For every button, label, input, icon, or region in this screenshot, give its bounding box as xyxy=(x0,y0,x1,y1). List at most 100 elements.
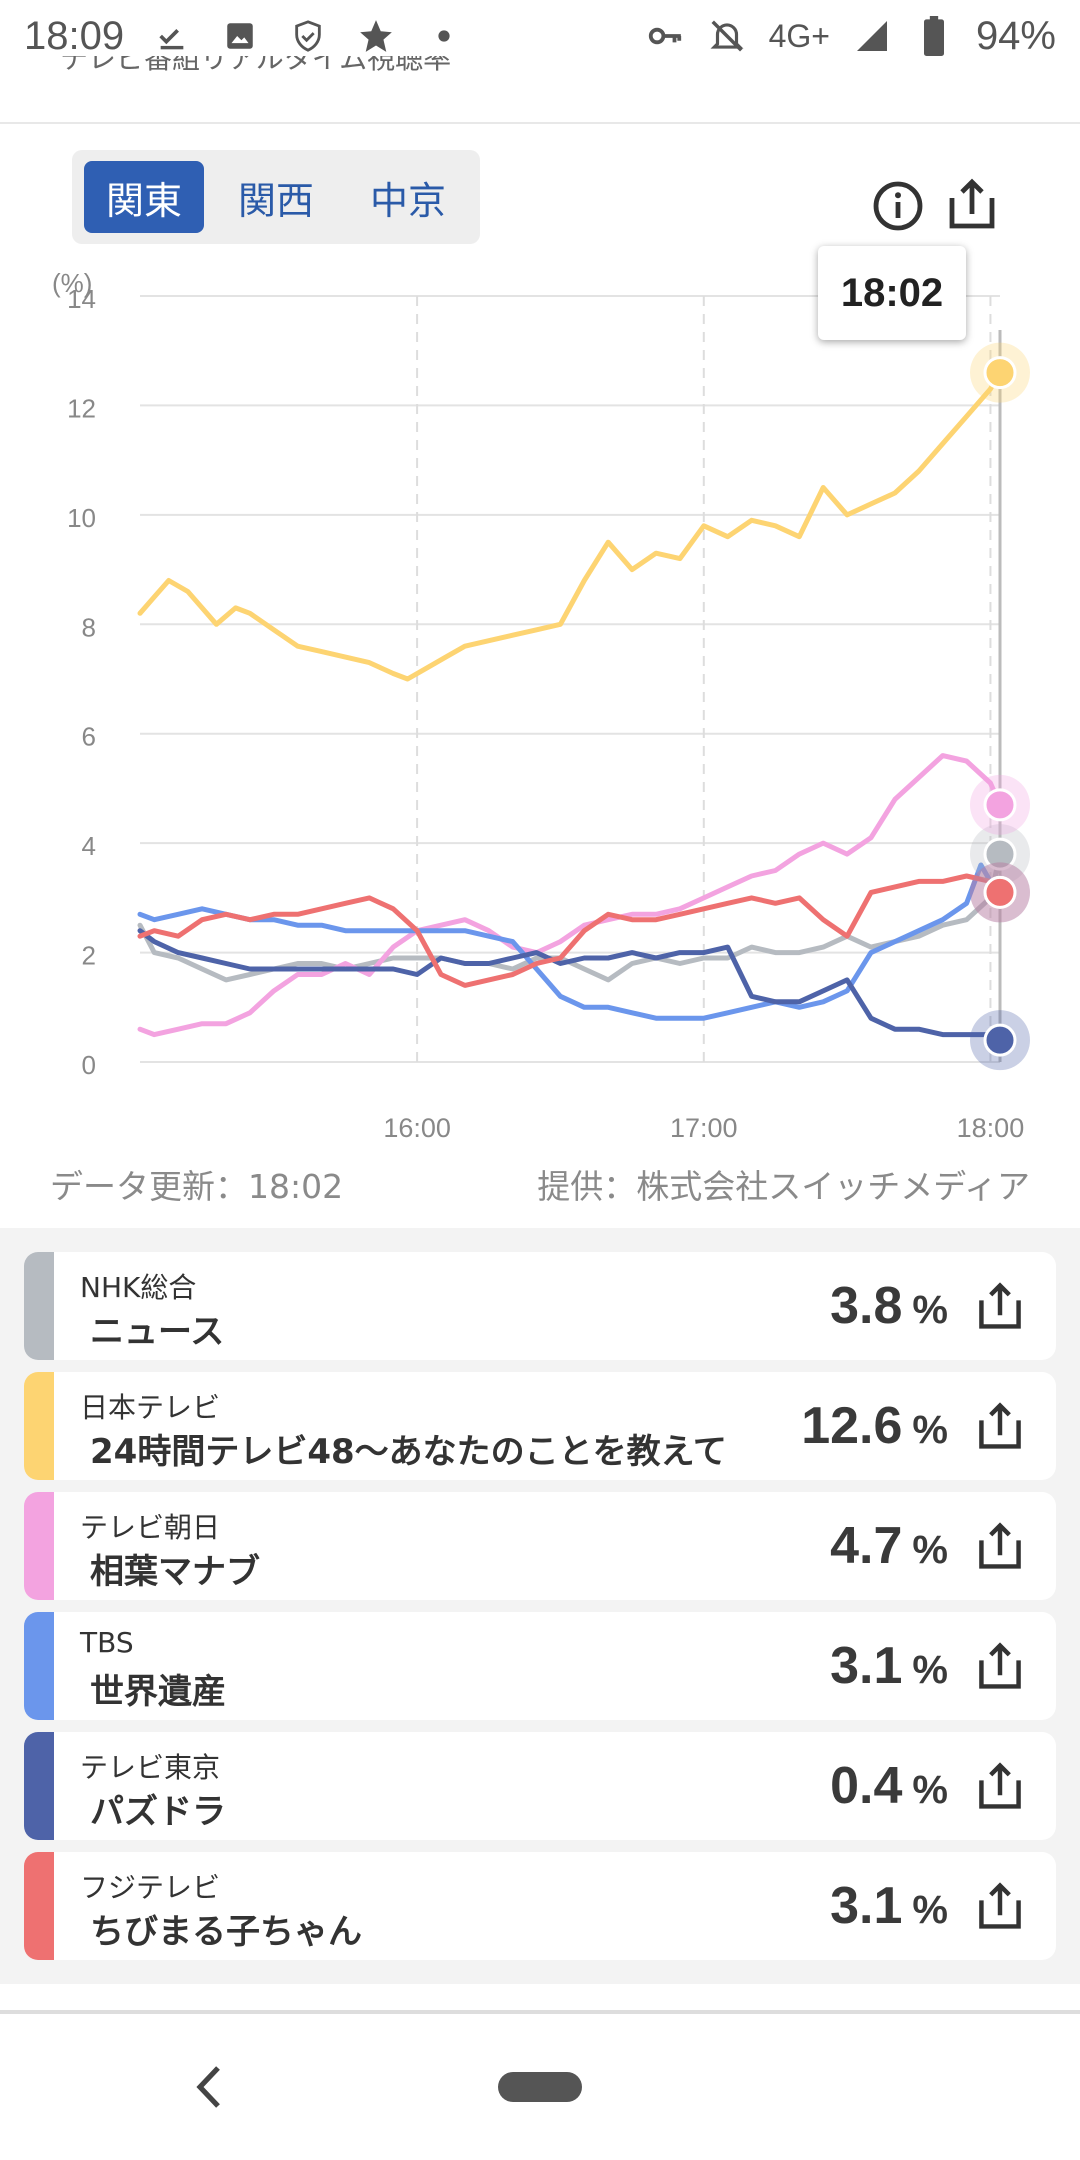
info-icon[interactable] xyxy=(872,180,924,232)
channel-name: TBS xyxy=(80,1626,134,1659)
rating-value: 3.8 xyxy=(830,1277,903,1335)
star-icon xyxy=(356,16,396,56)
signal-icon xyxy=(852,16,892,56)
divider xyxy=(0,122,1080,124)
program-name: パズドラ xyxy=(90,1792,226,1832)
x-tick-label: 16:00 xyxy=(383,1113,451,1143)
channel-color-bar xyxy=(24,1852,54,1960)
page-subtitle: テレビ番組リアルタイム視聴率 xyxy=(60,56,452,75)
program-name: 相葉マナブ xyxy=(90,1552,260,1592)
provider-text: 提供：株式会社スイッチメディア xyxy=(537,1167,1030,1206)
key-icon xyxy=(645,16,685,56)
region-tabs: 関東 関西 中京 xyxy=(72,150,480,244)
chart-tooltip: 18:02 xyxy=(818,246,966,340)
rating: 4.7% xyxy=(830,1516,948,1576)
rating: 12.6% xyxy=(801,1396,948,1456)
channel-color-bar xyxy=(24,1252,54,1360)
data-point xyxy=(983,1023,1017,1057)
tab-chukyo[interactable]: 中京 xyxy=(369,178,446,223)
channel-name: テレビ朝日 xyxy=(80,1511,221,1544)
series-line xyxy=(137,862,1003,1021)
bell-off-icon xyxy=(707,16,747,56)
share-icon[interactable] xyxy=(974,1880,1026,1932)
program-name: ニュース xyxy=(90,1312,225,1352)
series-line xyxy=(137,873,1003,988)
rating-unit: % xyxy=(912,1768,948,1812)
program-name: 24時間テレビ48〜あなたのことを教えて xyxy=(90,1432,727,1472)
channel-name: 日本テレビ xyxy=(80,1391,221,1424)
rating-unit: % xyxy=(912,1648,948,1692)
rating-value: 4.7 xyxy=(830,1517,903,1575)
program-name: ちびまる子ちゃん xyxy=(90,1912,362,1952)
status-bar: 18:09 4G+ 94% xyxy=(0,0,1080,72)
y-tick-label: 4 xyxy=(82,831,96,861)
channel-color-bar xyxy=(24,1492,54,1600)
tab-kanto[interactable]: 関東 xyxy=(84,161,204,233)
y-tick-label: 0 xyxy=(82,1050,96,1080)
tab-kansai[interactable]: 関西 xyxy=(237,178,314,223)
rating: 0.4% xyxy=(830,1756,948,1816)
channel-list: NHK総合 ニュース 3.8% 日本テレビ 24時間テレビ48〜あなたのことを教… xyxy=(0,1228,1080,1984)
status-left: 18:09 xyxy=(24,14,464,59)
data-point xyxy=(983,875,1017,909)
rating-unit: % xyxy=(912,1888,948,1932)
channel-card[interactable]: TBS 世界遺産 3.1% xyxy=(24,1612,1056,1720)
share-icon[interactable] xyxy=(974,1760,1026,1812)
image-icon xyxy=(220,16,260,56)
download-done-icon xyxy=(152,16,192,56)
y-tick-label: 10 xyxy=(67,503,96,533)
channel-color-bar xyxy=(24,1372,54,1480)
status-right: 4G+ 94% xyxy=(645,14,1056,59)
channel-color-bar xyxy=(24,1612,54,1720)
back-icon[interactable] xyxy=(190,2062,230,2112)
rating-value: 12.6 xyxy=(801,1397,903,1455)
channel-card[interactable]: 日本テレビ 24時間テレビ48〜あなたのことを教えて 12.6% xyxy=(24,1372,1056,1480)
channel-name: NHK総合 xyxy=(80,1271,197,1304)
network-type: 4G+ xyxy=(768,17,830,54)
y-tick-label: 12 xyxy=(67,393,96,423)
home-pill[interactable] xyxy=(498,2072,582,2102)
program-name: 世界遺産 xyxy=(90,1672,226,1712)
share-icon[interactable] xyxy=(974,1280,1026,1332)
share-icon[interactable] xyxy=(974,1640,1026,1692)
channel-color-bar xyxy=(24,1732,54,1840)
channel-card[interactable]: テレビ東京 パズドラ 0.4% xyxy=(24,1732,1056,1840)
rating-value: 3.1 xyxy=(830,1637,903,1695)
battery-percent: 94% xyxy=(975,13,1056,58)
data-point xyxy=(983,788,1017,822)
dot-icon xyxy=(424,16,464,56)
x-tick-label: 17:00 xyxy=(670,1113,738,1143)
channel-name: テレビ東京 xyxy=(80,1751,221,1784)
rating-unit: % xyxy=(912,1408,948,1452)
rating-unit: % xyxy=(912,1288,948,1332)
battery-icon xyxy=(914,16,954,56)
ratings-chart: 0 2 4 6 8 10 12 14(%) 16:00 17:00 18:00 xyxy=(52,268,1030,1143)
status-time: 18:09 xyxy=(24,13,125,58)
channel-name: フジテレビ xyxy=(80,1871,221,1904)
y-tick-label: 14 xyxy=(67,284,96,314)
y-tick-label: 2 xyxy=(82,941,96,971)
x-tick-label: 18:00 xyxy=(957,1113,1025,1143)
shield-icon xyxy=(288,16,328,56)
series-line xyxy=(137,928,1003,1043)
share-icon[interactable] xyxy=(944,176,1000,232)
share-icon[interactable] xyxy=(974,1520,1026,1572)
rating: 3.1% xyxy=(830,1876,948,1936)
share-icon[interactable] xyxy=(974,1400,1026,1452)
y-axis-label: (%) xyxy=(52,268,92,298)
update-time: データ更新：18:02 xyxy=(50,1167,344,1206)
data-point xyxy=(983,356,1017,390)
series-line xyxy=(137,753,1003,1038)
rating: 3.1% xyxy=(830,1636,948,1696)
channel-card[interactable]: テレビ朝日 相葉マナブ 4.7% xyxy=(24,1492,1056,1600)
divider xyxy=(0,2010,1080,2014)
y-tick-label: 8 xyxy=(82,612,96,642)
channel-card[interactable]: NHK総合 ニュース 3.8% xyxy=(24,1252,1056,1360)
data-point xyxy=(983,837,1017,871)
series-line xyxy=(137,370,1003,682)
rating-unit: % xyxy=(912,1528,948,1572)
rating: 3.8% xyxy=(830,1276,948,1336)
rating-value: 0.4 xyxy=(830,1757,903,1815)
channel-card[interactable]: フジテレビ ちびまる子ちゃん 3.1% xyxy=(24,1852,1056,1960)
y-tick-label: 6 xyxy=(82,722,96,752)
